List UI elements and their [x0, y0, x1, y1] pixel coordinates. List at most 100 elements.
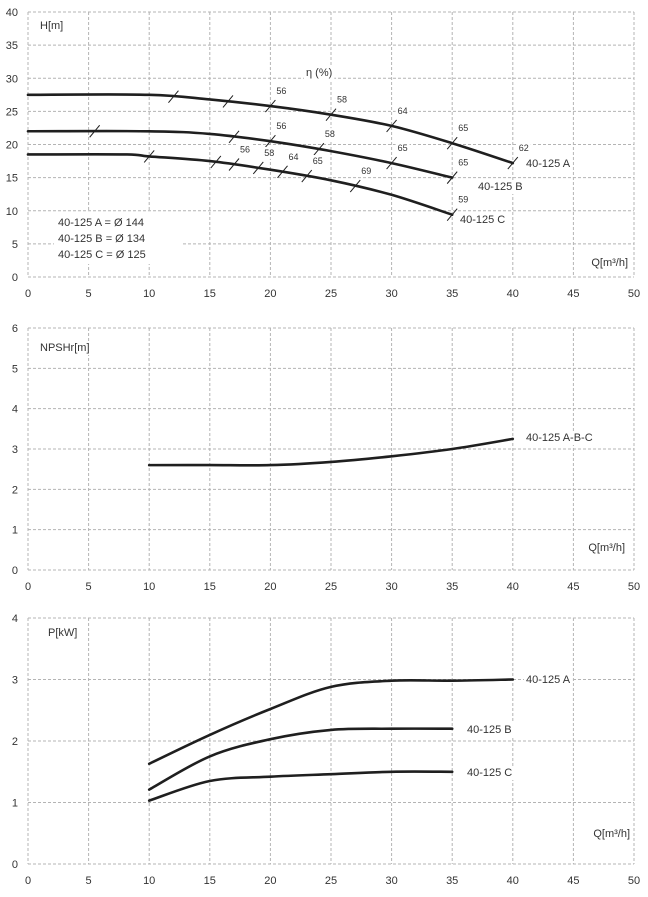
y-tick-label: 5 [12, 363, 18, 375]
x-tick-label: 40 [507, 581, 519, 593]
efficiency-tick [349, 179, 361, 193]
x-tick-label: 30 [385, 875, 397, 887]
series-line-40-125-c [26, 152, 454, 216]
diameter-legend-box [54, 212, 182, 264]
efficiency-label: 59 [458, 195, 468, 205]
series-label-background [524, 157, 573, 171]
efficiency-tick [252, 161, 264, 175]
efficiency-axis-label-background [304, 66, 335, 80]
efficiency-tick [265, 99, 276, 113]
series-line-40-125-a-b-c [147, 437, 515, 467]
efficiency-tick [222, 95, 234, 108]
y-axis-label-background [38, 341, 92, 355]
efficiency-axis-label: η (%) [306, 67, 332, 79]
y-axis-label-background [38, 19, 66, 33]
y-tick-label: 15 [6, 173, 18, 185]
x-tick-label: 35 [446, 875, 458, 887]
x-tick-label: 15 [204, 288, 216, 300]
y-tick-label: 2 [12, 736, 18, 748]
series-line-40-125-c [147, 770, 454, 802]
y-axis-label: H[m] [40, 20, 63, 32]
x-axis-label-background [586, 541, 627, 555]
y-axis-label-background [46, 626, 80, 640]
efficiency-tick [210, 155, 222, 169]
efficiency-tick [386, 156, 397, 170]
efficiency-label-background [516, 142, 531, 155]
y-tick-label: 0 [12, 272, 18, 284]
x-tick-label: 10 [143, 581, 155, 593]
diameter-annotation: 40-125 B = Ø 134 [58, 233, 145, 245]
efficiency-label-background [456, 193, 471, 206]
y-tick-label: 4 [12, 613, 18, 625]
x-tick-label: 10 [143, 875, 155, 887]
series-label: 40-125 A [526, 158, 571, 170]
efficiency-label-background [274, 120, 289, 133]
x-tick-label: 45 [567, 875, 579, 887]
diameter-annotation: 40-125 C = Ø 125 [58, 249, 146, 261]
series-line-40-125-b [147, 727, 454, 791]
y-tick-label: 30 [6, 73, 18, 85]
efficiency-label: 64 [398, 106, 408, 116]
series-label-background [476, 180, 525, 194]
efficiency-tick [265, 134, 276, 148]
y-tick-label: 0 [12, 859, 18, 871]
efficiency-label: 56 [240, 145, 250, 155]
y-tick-label: 40 [6, 7, 18, 19]
efficiency-label: 69 [361, 166, 371, 176]
x-tick-label: 15 [204, 875, 216, 887]
y-tick-label: 35 [6, 40, 18, 52]
x-tick-label: 50 [628, 288, 640, 300]
efficiency-label-background [395, 104, 410, 117]
x-tick-label: 25 [325, 581, 337, 593]
series-label: 40-125 B [478, 181, 523, 193]
x-tick-label: 45 [567, 581, 579, 593]
x-tick-label: 35 [446, 581, 458, 593]
x-tick-label: 20 [264, 288, 276, 300]
diameter-annotation: 40-125 A = Ø 144 [58, 217, 144, 229]
efficiency-label-background [335, 93, 350, 106]
efficiency-tick [277, 165, 288, 179]
series-label-background [458, 213, 508, 227]
efficiency-tick [89, 124, 101, 138]
x-axis-label-background [589, 256, 630, 270]
series-label-background [524, 431, 595, 445]
efficiency-tick [228, 158, 240, 171]
efficiency-label: 62 [519, 143, 529, 153]
efficiency-label-background [322, 128, 337, 141]
efficiency-label: 65 [313, 156, 323, 166]
x-tick-label: 30 [385, 288, 397, 300]
series-label-background [524, 673, 573, 687]
efficiency-label-background [456, 122, 471, 135]
efficiency-label: 64 [289, 152, 299, 162]
series-label: 40-125 B [467, 724, 512, 736]
efficiency-label-background [310, 155, 325, 168]
x-tick-label: 35 [446, 288, 458, 300]
efficiency-label-background [274, 85, 289, 98]
x-tick-label: 0 [25, 581, 31, 593]
y-tick-label: 5 [12, 239, 18, 251]
y-tick-label: 20 [6, 140, 18, 152]
efficiency-label-background [395, 142, 410, 155]
series-label: 40-125 C [467, 767, 512, 779]
efficiency-label: 65 [458, 123, 468, 133]
efficiency-tick [386, 119, 397, 133]
y-tick-label: 0 [12, 565, 18, 577]
series-label-background [465, 723, 514, 737]
series-line-40-125-a [26, 93, 515, 165]
x-axis-label: Q[m³/h] [591, 257, 628, 269]
y-tick-label: 3 [12, 675, 18, 687]
efficiency-label: 56 [276, 86, 286, 96]
efficiency-tick [446, 208, 458, 222]
x-tick-label: 40 [507, 875, 519, 887]
x-tick-label: 10 [143, 288, 155, 300]
efficiency-label: 58 [337, 95, 347, 105]
x-tick-label: 25 [325, 875, 337, 887]
x-tick-label: 50 [628, 581, 640, 593]
efficiency-label: 65 [398, 143, 408, 153]
x-axis-label: Q[m³/h] [588, 542, 625, 554]
series-label: 40-125 A [526, 674, 571, 686]
efficiency-label-background [262, 146, 277, 159]
x-tick-label: 5 [86, 288, 92, 300]
